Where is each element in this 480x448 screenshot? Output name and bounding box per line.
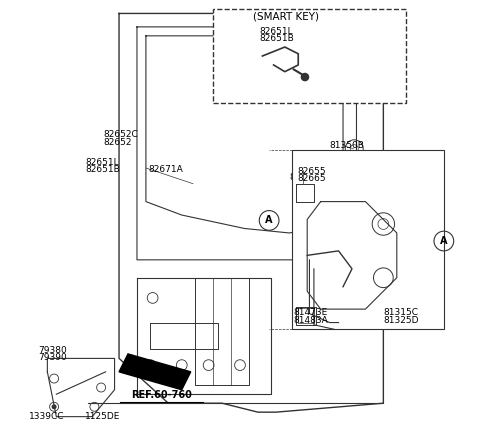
Text: 82651B: 82651B xyxy=(259,34,294,43)
Text: 81325D: 81325D xyxy=(384,316,419,325)
Text: 82665: 82665 xyxy=(297,174,326,183)
Text: 1339CC: 1339CC xyxy=(29,412,65,421)
Text: REF.60-760: REF.60-760 xyxy=(131,390,192,400)
Circle shape xyxy=(301,73,309,81)
Polygon shape xyxy=(119,354,191,390)
Text: 82651L: 82651L xyxy=(259,27,293,36)
Text: 79390: 79390 xyxy=(38,353,67,362)
Text: 81320: 81320 xyxy=(327,173,356,182)
Text: 81477: 81477 xyxy=(298,155,327,164)
Text: 82671A: 82671A xyxy=(148,165,183,174)
Text: 82652: 82652 xyxy=(103,138,132,146)
Text: 79380: 79380 xyxy=(38,346,67,355)
Circle shape xyxy=(52,405,56,409)
Text: 81473E: 81473E xyxy=(294,308,328,317)
Text: 1125DE: 1125DE xyxy=(85,412,121,421)
Text: 82655: 82655 xyxy=(297,167,326,176)
Text: 81456C: 81456C xyxy=(289,173,324,182)
Text: 81350B: 81350B xyxy=(330,141,364,150)
Text: A: A xyxy=(440,236,447,246)
Bar xyxy=(213,9,406,103)
Text: A: A xyxy=(265,215,273,225)
Text: 82651L: 82651L xyxy=(85,158,119,167)
Text: 82651B: 82651B xyxy=(85,165,120,174)
Text: 82652C: 82652C xyxy=(103,130,138,139)
Polygon shape xyxy=(325,158,336,172)
Bar xyxy=(291,150,444,329)
Text: 81483A: 81483A xyxy=(294,316,328,325)
Text: (SMART KEY): (SMART KEY) xyxy=(253,11,320,21)
Text: 81315C: 81315C xyxy=(384,308,419,317)
